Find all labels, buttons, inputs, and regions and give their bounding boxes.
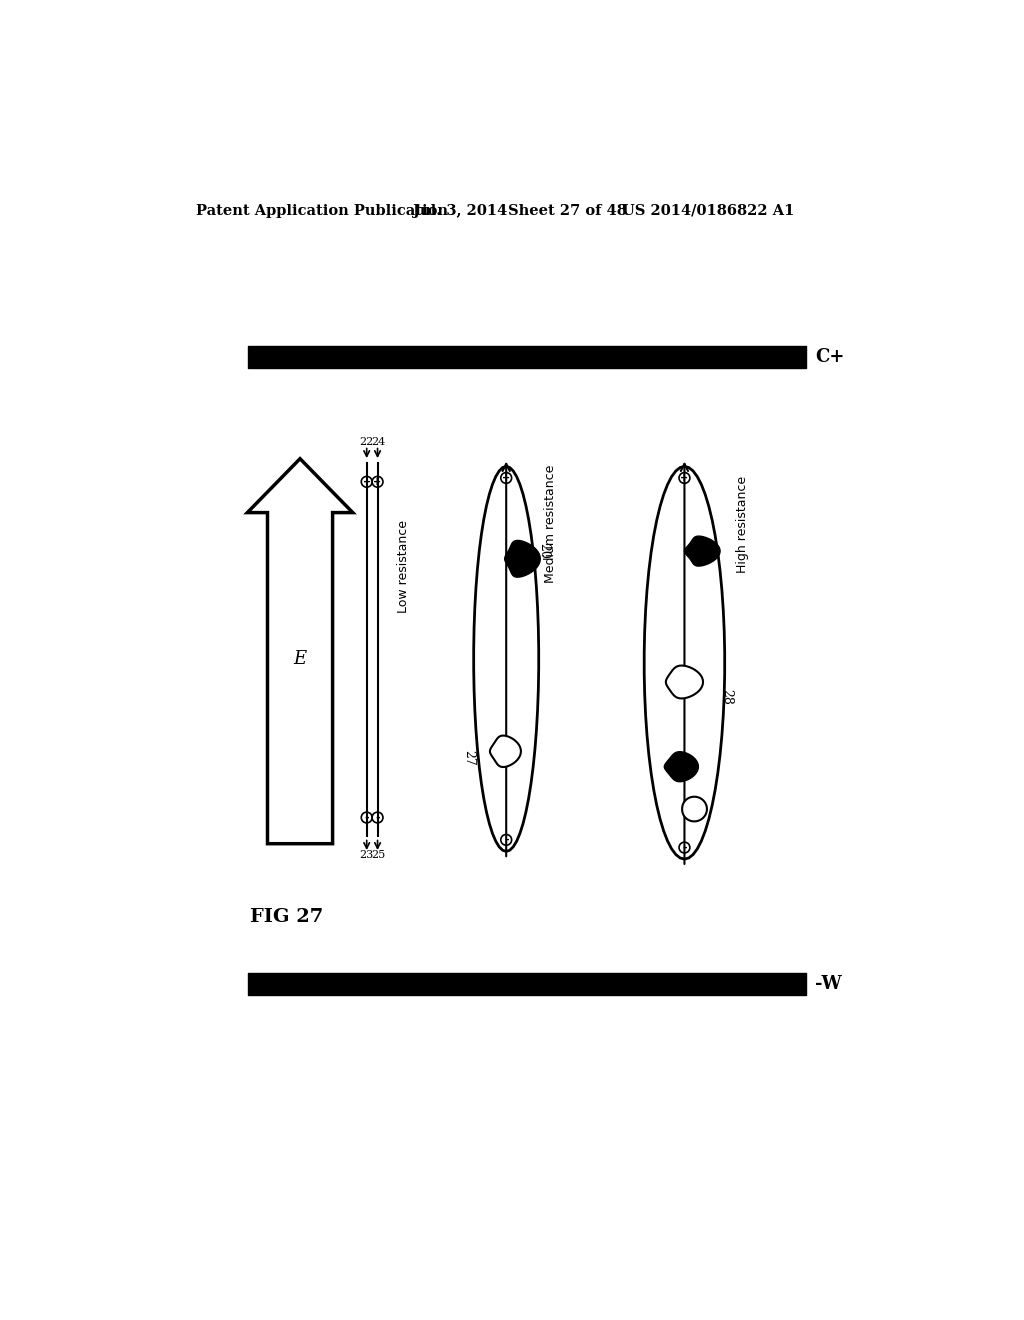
Text: FIG 27: FIG 27 <box>250 908 323 925</box>
Polygon shape <box>474 466 539 851</box>
Polygon shape <box>505 540 541 577</box>
Text: -: - <box>504 834 509 845</box>
Text: High resistance: High resistance <box>736 475 750 573</box>
Text: -: - <box>365 813 369 822</box>
Text: +: + <box>362 477 371 487</box>
Text: 25: 25 <box>372 850 385 859</box>
Text: Low resistance: Low resistance <box>397 520 411 612</box>
Text: 28: 28 <box>721 689 733 705</box>
Text: US 2014/0186822 A1: US 2014/0186822 A1 <box>623 203 795 218</box>
Polygon shape <box>682 797 707 821</box>
Polygon shape <box>684 536 720 566</box>
Text: Sheet 27 of 48: Sheet 27 of 48 <box>508 203 627 218</box>
Text: E: E <box>294 649 306 668</box>
Text: 27: 27 <box>463 750 475 766</box>
Text: -: - <box>375 813 380 822</box>
Text: 23: 23 <box>358 850 373 859</box>
Text: +: + <box>680 473 688 483</box>
Text: Medium resistance: Medium resistance <box>544 465 557 583</box>
Text: -: - <box>682 842 687 853</box>
Polygon shape <box>665 751 698 781</box>
Text: +: + <box>502 473 510 483</box>
Text: C+: C+ <box>815 348 845 366</box>
Polygon shape <box>666 665 703 698</box>
Polygon shape <box>489 735 521 767</box>
Polygon shape <box>644 466 725 859</box>
Polygon shape <box>248 459 352 843</box>
Text: Patent Application Publication: Patent Application Publication <box>197 203 449 218</box>
Text: 22: 22 <box>358 437 373 447</box>
Text: Jul. 3, 2014: Jul. 3, 2014 <box>414 203 508 218</box>
Text: +: + <box>374 477 382 487</box>
Text: 24: 24 <box>372 437 385 447</box>
Text: 20: 20 <box>537 543 550 560</box>
Text: -W: -W <box>815 975 842 993</box>
